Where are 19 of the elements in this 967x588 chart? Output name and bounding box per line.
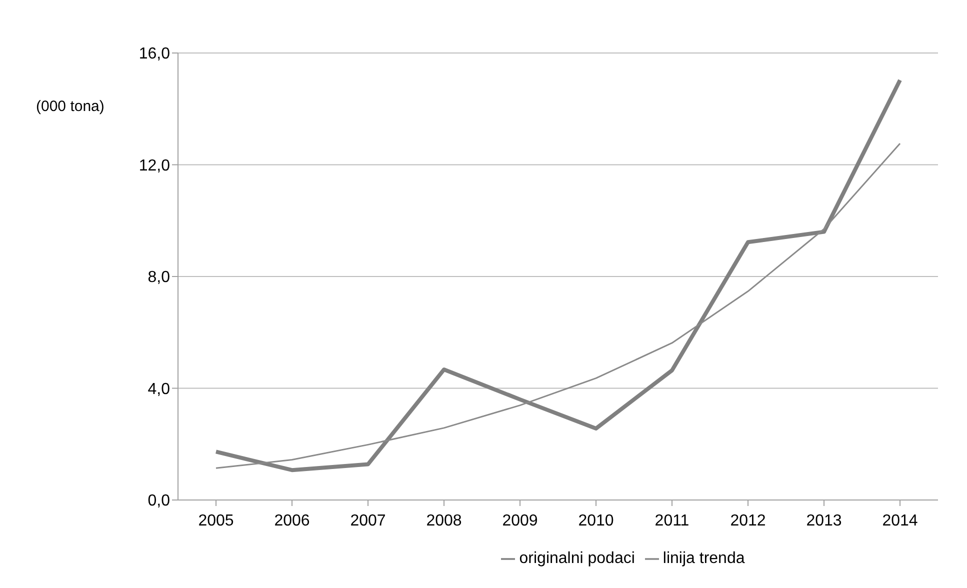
x-tick-label: 2010 <box>578 512 614 530</box>
legend-label: linija trenda <box>662 550 745 567</box>
x-tick-label: 2013 <box>806 512 842 530</box>
x-tick-label: 2011 <box>654 512 690 530</box>
line-series <box>214 78 902 472</box>
x-tick-label: 2014 <box>882 512 918 530</box>
y-axis-title: (000 tona) <box>36 98 104 115</box>
x-tick-label: 2005 <box>198 512 234 530</box>
y-tick-label: 16,0 <box>138 46 170 63</box>
x-tick-label: 2006 <box>274 512 310 530</box>
x-tick-label: 2007 <box>350 512 386 530</box>
y-tick-label: 4,0 <box>148 380 170 398</box>
y-tick-label: 8,0 <box>148 269 170 286</box>
x-tick-label: 2012 <box>730 512 766 530</box>
x-tick-label: 2008 <box>426 512 462 530</box>
y-tick-label: 12,0 <box>138 157 170 174</box>
x-tick-label: 2009 <box>502 512 538 530</box>
y-tick-label: 0,0 <box>148 492 170 510</box>
legend-label: originalni podaci <box>519 550 635 567</box>
